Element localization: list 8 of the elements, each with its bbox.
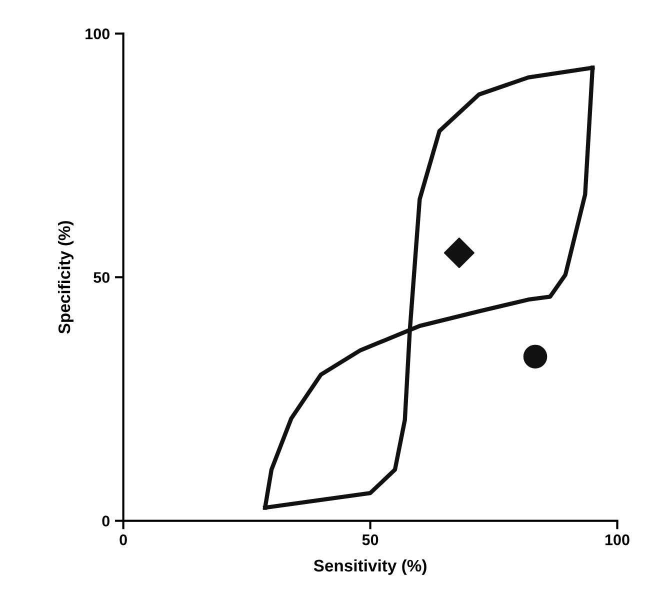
x-axis-title: Sensitivity (%) bbox=[314, 559, 426, 575]
y-tick-label: 100 bbox=[86, 28, 110, 40]
x-tick-label: 0 bbox=[120, 534, 127, 546]
y-tick-label: 0 bbox=[102, 516, 110, 526]
x-tick-label: 50 bbox=[362, 534, 378, 546]
y-tick-label: 50 bbox=[94, 272, 110, 283]
x-tick-label: 100 bbox=[605, 534, 630, 546]
y-axis-title: Specificity (%) bbox=[58, 221, 74, 334]
